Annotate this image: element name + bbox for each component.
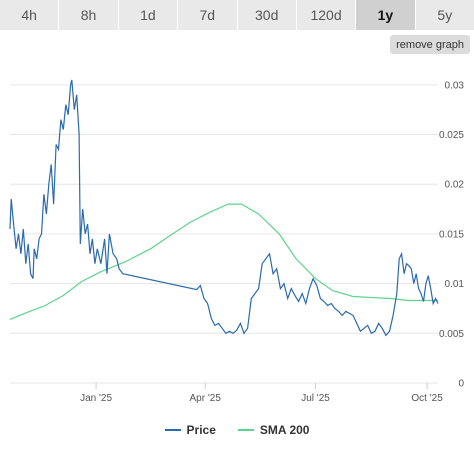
y-tick-label: 0.025 — [439, 130, 464, 141]
remove-graph-button[interactable]: remove graph — [390, 35, 470, 54]
x-tick-label: Jan '25 — [80, 393, 112, 404]
y-tick-label: 0.02 — [445, 180, 465, 191]
x-tick-label: Jul '25 — [301, 393, 330, 404]
grid-lines — [10, 84, 438, 384]
range-tab-1d[interactable]: 1d — [118, 0, 179, 30]
range-tab-8h[interactable]: 8h — [59, 0, 119, 30]
legend-swatch-price — [164, 429, 181, 431]
x-tick-label: Oct '25 — [411, 393, 443, 404]
legend-item-price[interactable]: Price — [164, 423, 216, 437]
range-tab-5y[interactable]: 5y — [415, 0, 474, 30]
y-tick-label: 0.03 — [445, 80, 465, 91]
x-tick-label: Apr '25 — [190, 393, 222, 404]
range-tab-120d[interactable]: 120d — [296, 0, 357, 30]
legend-item-sma-200[interactable]: SMA 200 — [237, 423, 310, 437]
y-tick-label: 0.005 — [439, 329, 464, 340]
y-axis-ticks: 0 0.005 0.01 0.015 0.02 0.025 0.03 — [439, 80, 464, 389]
legend-label-price: Price — [186, 423, 216, 437]
range-tab-1y[interactable]: 1y — [356, 0, 416, 30]
series-line-sma-200 — [9, 203, 438, 320]
range-tab-7d[interactable]: 7d — [178, 0, 238, 30]
range-tabs: 4h 8h 1d 7d 30d 120d 1y 5y — [0, 0, 474, 30]
legend-swatch-sma-200 — [237, 429, 254, 431]
legend-label-sma-200: SMA 200 — [259, 423, 310, 437]
series-line-price — [9, 79, 439, 337]
chart-legend: Price SMA 200 — [0, 421, 474, 439]
x-axis-ticks: Jan '25 Apr '25 Jul '25 Oct '25 — [80, 383, 443, 404]
range-tab-4h[interactable]: 4h — [0, 0, 60, 30]
y-tick-label: 0 — [458, 379, 464, 390]
y-tick-label: 0.015 — [439, 229, 464, 240]
range-tab-30d[interactable]: 30d — [237, 0, 297, 30]
y-tick-label: 0.01 — [445, 279, 465, 290]
